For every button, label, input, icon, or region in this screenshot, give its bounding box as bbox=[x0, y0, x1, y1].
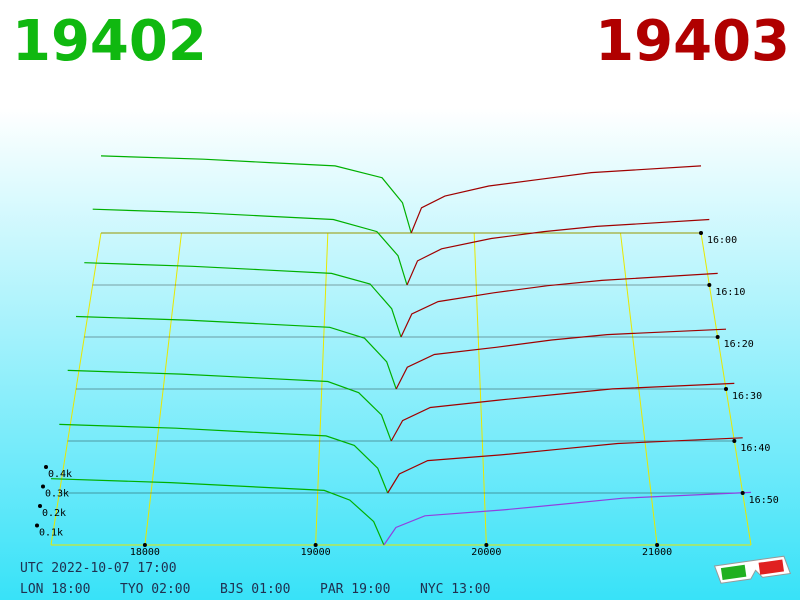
y-tick-label: 0.3k bbox=[45, 489, 69, 500]
y-tick-label: 0.1k bbox=[39, 528, 63, 539]
depth-curves bbox=[50, 155, 752, 546]
lens-right bbox=[758, 559, 784, 575]
clocks: LON 18:00 TYO 02:00 BJS 01:00 PAR 19:00 NYC … bbox=[20, 582, 490, 597]
depth-line bbox=[400, 272, 718, 338]
y-tick-label: 0.4k bbox=[48, 469, 72, 480]
floor-edge bbox=[50, 232, 102, 546]
y-tick bbox=[35, 523, 39, 528]
depth-line bbox=[383, 491, 752, 546]
x-tick bbox=[484, 543, 489, 547]
y-tick bbox=[44, 465, 48, 469]
depth-line bbox=[50, 478, 385, 546]
depth-line bbox=[67, 369, 392, 442]
depth-line bbox=[387, 437, 743, 494]
y-tick bbox=[41, 484, 45, 489]
clock: TYO 02:00 bbox=[120, 582, 190, 597]
depth-line bbox=[59, 423, 389, 494]
z-tick bbox=[715, 335, 720, 339]
floor bbox=[50, 232, 752, 546]
depth-line bbox=[92, 208, 408, 286]
axis-labels: 18000 19000 20000 21000 16:00 16:10 16:20 16:30… bbox=[35, 231, 779, 558]
z-tick-label: 16:10 bbox=[715, 287, 745, 298]
x-tick bbox=[313, 543, 318, 547]
x-tick-label: 21000 bbox=[642, 547, 672, 558]
x-tick bbox=[142, 543, 147, 547]
utc-time: UTC 2022-10-07 17:00 bbox=[20, 561, 177, 576]
depth-line bbox=[395, 328, 727, 390]
x-tick-label: 19000 bbox=[301, 547, 331, 558]
y-tick bbox=[38, 504, 42, 508]
z-tick bbox=[732, 439, 737, 443]
clock: BJS 01:00 bbox=[220, 582, 290, 597]
clock: LON 18:00 bbox=[20, 582, 90, 597]
y-tick-label: 0.2k bbox=[42, 508, 66, 519]
grid-line bbox=[315, 232, 329, 546]
title-right: 19403 bbox=[595, 9, 790, 74]
glasses-icon[interactable] bbox=[713, 555, 792, 584]
depth-line bbox=[84, 262, 402, 338]
z-tick bbox=[699, 231, 703, 235]
x-tick-label: 18000 bbox=[130, 547, 160, 558]
z-tick-label: 16:50 bbox=[749, 495, 779, 506]
grid-line bbox=[620, 232, 658, 546]
z-tick-label: 16:20 bbox=[724, 339, 754, 350]
z-tick bbox=[740, 491, 745, 495]
depth-line bbox=[406, 218, 710, 286]
depth-line bbox=[410, 165, 702, 234]
z-tick-label: 16:40 bbox=[740, 443, 770, 454]
clock: PAR 19:00 bbox=[320, 582, 390, 597]
z-tick bbox=[707, 283, 712, 287]
clock: NYC 13:00 bbox=[420, 582, 490, 597]
x-tick bbox=[655, 543, 660, 547]
lens-left bbox=[720, 564, 747, 580]
grid-line bbox=[144, 232, 182, 546]
title-left: 19402 bbox=[12, 9, 207, 74]
depth-line bbox=[100, 155, 412, 234]
z-tick bbox=[724, 387, 728, 391]
depth-line bbox=[390, 382, 735, 442]
z-tick-label: 16:30 bbox=[732, 391, 762, 402]
x-tick-label: 20000 bbox=[471, 547, 501, 558]
z-tick-label: 16:00 bbox=[707, 235, 737, 246]
depth-line bbox=[75, 315, 397, 390]
grid-line bbox=[473, 232, 487, 546]
